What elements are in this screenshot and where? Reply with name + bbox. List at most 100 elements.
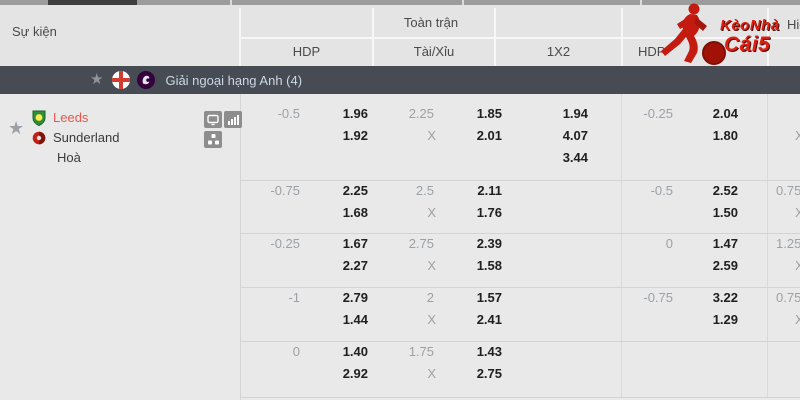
hdp-away-odds[interactable]: 1.92 [342, 128, 368, 143]
one-x-two-column-header: 1X2 [546, 44, 571, 59]
half-hdp-line: -0.75 [643, 290, 673, 305]
hdp-line: -0.75 [270, 183, 300, 198]
hdp-away-odds[interactable]: 2.27 [342, 258, 368, 273]
live-stream-button[interactable] [204, 111, 222, 128]
half-hdp-column-header: HDP [638, 44, 666, 59]
footballer-icon [661, 3, 726, 65]
half-hdp-home-odds[interactable]: 1.47 [712, 236, 738, 251]
draw-label: Hoà [57, 150, 81, 165]
england-flag-icon [112, 71, 131, 89]
premier-league-icon [137, 71, 156, 89]
lineup-button[interactable] [204, 131, 222, 148]
row-divider [240, 341, 800, 342]
away-team-name: Sunderland [53, 130, 120, 145]
lineup-icon [207, 134, 219, 145]
row-divider [240, 397, 800, 398]
half-hdp-home-odds[interactable]: 2.52 [712, 183, 738, 198]
hdp-home-odds[interactable]: 1.96 [342, 106, 368, 121]
half-hdp-line: -0.25 [643, 106, 673, 121]
one-x-two-away-odds[interactable]: 4.07 [562, 128, 588, 143]
half-ou-line: 1.25 [776, 236, 800, 251]
under-odds[interactable]: 1.76 [476, 205, 502, 220]
row-divider [240, 180, 800, 181]
ou-x-label: X [427, 128, 436, 143]
hdp-line: -0.5 [277, 106, 300, 121]
half-ou-x-label: X [795, 205, 800, 220]
tv-icon [207, 114, 219, 125]
hdp-away-odds[interactable]: 2.92 [342, 366, 368, 381]
hdp-home-odds[interactable]: 1.67 [342, 236, 368, 251]
over-odds[interactable]: 1.85 [476, 106, 502, 121]
over-odds[interactable]: 2.11 [477, 183, 502, 198]
ou-x-label: X [427, 366, 436, 381]
brand-logo: KèoNhà Cái5 [650, 1, 800, 65]
first-half-group-header: Hiệp 1 [787, 17, 800, 32]
match-favorite-star-icon[interactable]: ★ [8, 118, 25, 138]
ou-line: 1.75 [408, 344, 434, 359]
half-hdp-home-odds[interactable]: 2.04 [712, 106, 738, 121]
half-hdp-away-odds[interactable]: 1.50 [712, 205, 738, 220]
divider [621, 94, 622, 397]
ou-line: 2.75 [408, 236, 434, 251]
home-team-name: Leeds [53, 110, 89, 125]
hdp-column-header: HDP [292, 44, 321, 59]
hdp-away-odds[interactable]: 1.68 [342, 205, 368, 220]
divider [767, 94, 768, 397]
leeds-badge-icon [32, 110, 46, 126]
over-odds[interactable]: 1.57 [476, 290, 502, 305]
ou-line: 2 [426, 290, 434, 305]
divider [240, 37, 800, 39]
scroll-indicator[interactable] [48, 0, 137, 5]
over-odds[interactable]: 1.43 [476, 344, 502, 359]
hdp-home-odds[interactable]: 2.25 [342, 183, 368, 198]
column-tick [230, 0, 232, 5]
column-tick [462, 0, 464, 5]
hdp-line: 0 [292, 344, 300, 359]
half-ou-line [776, 105, 800, 123]
away-team-row[interactable]: Sunderland [32, 130, 120, 146]
ou-x-label: X [427, 312, 436, 327]
under-odds[interactable]: 2.01 [476, 128, 502, 143]
stats-button[interactable] [224, 111, 242, 128]
one-x-two-draw-odds[interactable]: 3.44 [562, 150, 588, 165]
under-odds[interactable]: 2.75 [476, 366, 502, 381]
half-hdp-away-odds[interactable]: 1.29 [712, 312, 738, 327]
half-ou-x-label: X [795, 128, 800, 143]
half-hdp-line: 0 [665, 236, 673, 251]
brand-text-line2: Cái5 [724, 33, 771, 56]
top-scroll-strip [0, 0, 800, 8]
row-divider [240, 287, 800, 288]
half-hdp-away-odds[interactable]: 2.59 [712, 258, 738, 273]
ou-x-label: X [427, 205, 436, 220]
one-x-two-home-odds[interactable]: 1.94 [562, 106, 588, 121]
half-hdp-away-odds[interactable] [668, 365, 738, 383]
half-hdp-line: -0.5 [650, 183, 673, 198]
league-bar[interactable]: ★ Giải ngoại hạng Anh (4) [0, 66, 800, 94]
star-icon[interactable]: ★ [90, 71, 104, 88]
hdp-home-odds[interactable]: 2.79 [342, 290, 368, 305]
half-ou-line: 0.75 [776, 183, 800, 198]
half-hdp-home-odds[interactable] [668, 343, 738, 361]
sunderland-badge-icon [32, 131, 46, 145]
under-odds[interactable]: 1.58 [476, 258, 502, 273]
half-hdp-home-odds[interactable]: 3.22 [712, 290, 738, 305]
strip-edge [0, 5, 800, 8]
over-odds[interactable]: 2.39 [476, 236, 502, 251]
half-ou-x-label: X [795, 312, 800, 327]
ou-line: 2.25 [408, 106, 434, 121]
under-odds[interactable]: 2.41 [476, 312, 502, 327]
over-under-column-header: Tài/Xỉu [413, 44, 455, 59]
hdp-home-odds[interactable]: 1.40 [342, 344, 368, 359]
hdp-away-odds[interactable]: 1.44 [342, 312, 368, 327]
half-hdp-away-odds[interactable]: 1.80 [712, 128, 738, 143]
column-tick [640, 0, 642, 5]
half-ou-x-label: X [795, 258, 800, 273]
hdp-line: -1 [288, 290, 300, 305]
league-name[interactable]: Giải ngoại hạng Anh (4) [165, 72, 303, 88]
half-ou-line: 0.75 [776, 290, 800, 305]
brand-text-line1: KèoNhà [720, 17, 780, 34]
row-divider [240, 233, 800, 234]
home-team-row[interactable]: Leeds [32, 110, 88, 126]
ou-x-label: X [427, 258, 436, 273]
